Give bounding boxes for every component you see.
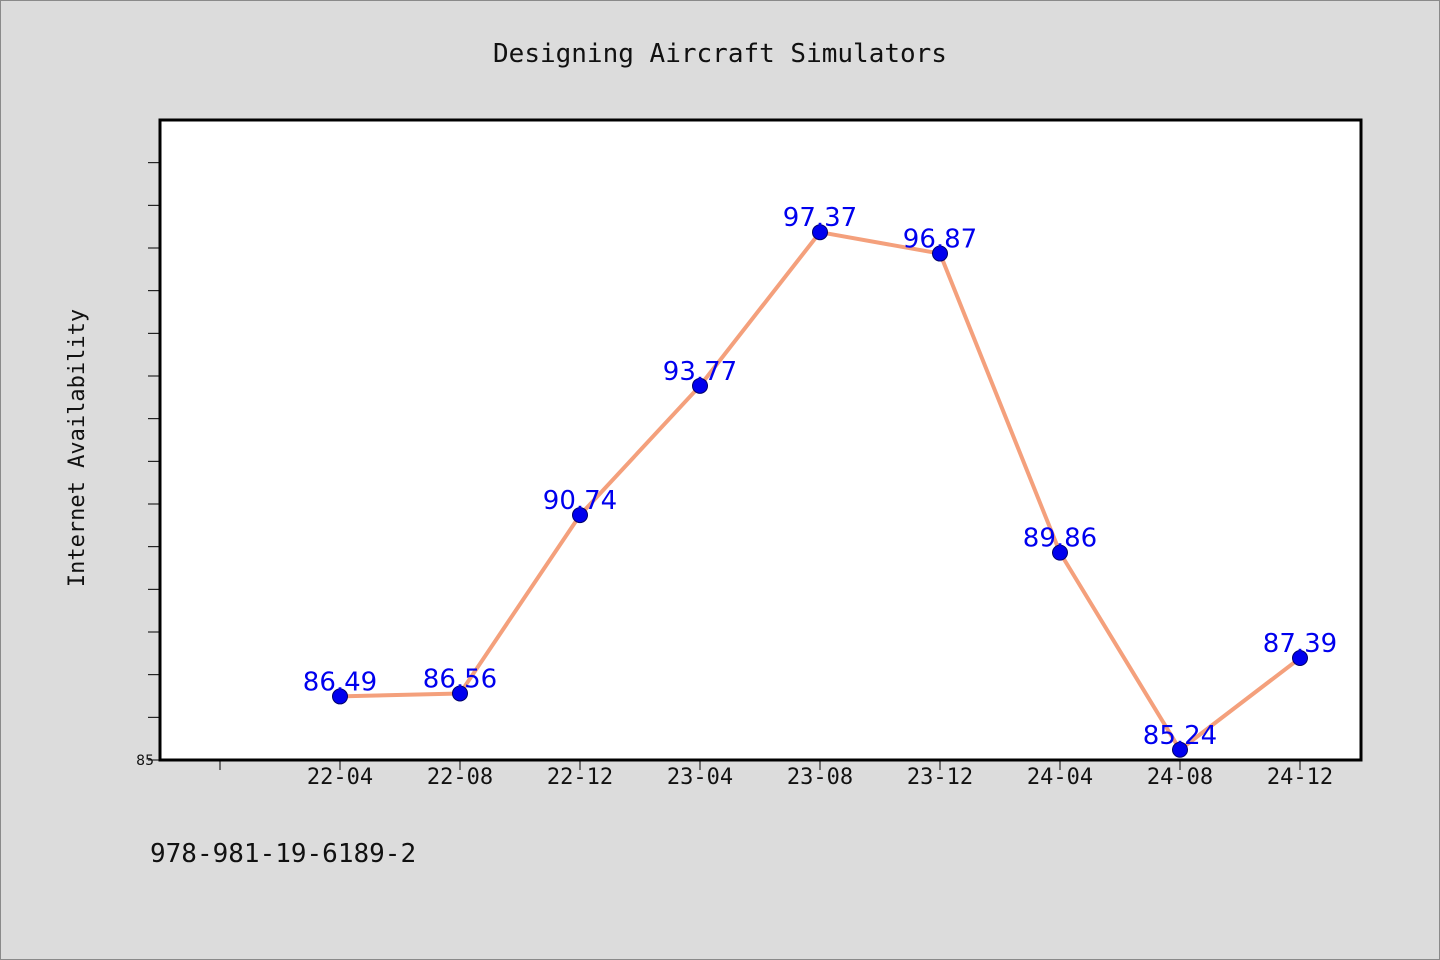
data-labels: 86.49 86.56 90.74 93.77 97.37 96.87 89.86 85.24… [303, 203, 1337, 751]
data-label: 96.87 [903, 225, 977, 255]
data-label: 86.49 [303, 667, 377, 697]
x-tick-label: 23-08 [787, 765, 853, 790]
data-label: 86.56 [423, 664, 497, 694]
axis-ticks: 85 22-04 22-08 22-12 23-04 23-08 23-12 24-04 24-… [136, 162, 1333, 790]
x-tick-label: 22-04 [307, 765, 373, 790]
data-point [812, 224, 828, 241]
footer-isbn: 978-981-19-6189-2 [150, 839, 416, 869]
plot-border [158, 118, 1363, 762]
y-tick-label: 85 [136, 753, 154, 769]
x-tick-label: 24-12 [1267, 765, 1333, 790]
x-tick-label: 24-04 [1027, 765, 1093, 790]
data-label: 87.39 [1263, 629, 1337, 659]
plot-area [160, 120, 1361, 760]
data-label: 85.24 [1143, 721, 1217, 751]
data-point [1052, 544, 1068, 561]
x-tick-label: 22-12 [547, 765, 613, 790]
x-tick-label: 23-04 [667, 765, 733, 790]
data-point [932, 245, 948, 262]
data-label: 93.77 [663, 357, 737, 387]
data-point [1172, 741, 1188, 758]
data-point [332, 688, 348, 705]
x-tick-label: 24-08 [1147, 765, 1213, 790]
data-label: 89.86 [1023, 524, 1097, 554]
x-tick-label: 23-12 [907, 765, 973, 790]
data-label: 97.37 [783, 203, 857, 233]
data-point [572, 507, 588, 524]
data-point [692, 377, 708, 394]
chart-title: Designing Aircraft Simulators [493, 39, 947, 69]
data-label: 90.74 [543, 486, 617, 516]
y-axis-label: Internet Availability [65, 309, 90, 587]
data-point [1292, 650, 1308, 667]
series-layer [332, 224, 1308, 758]
data-point [452, 685, 468, 702]
x-tick-label: 22-08 [427, 765, 493, 790]
